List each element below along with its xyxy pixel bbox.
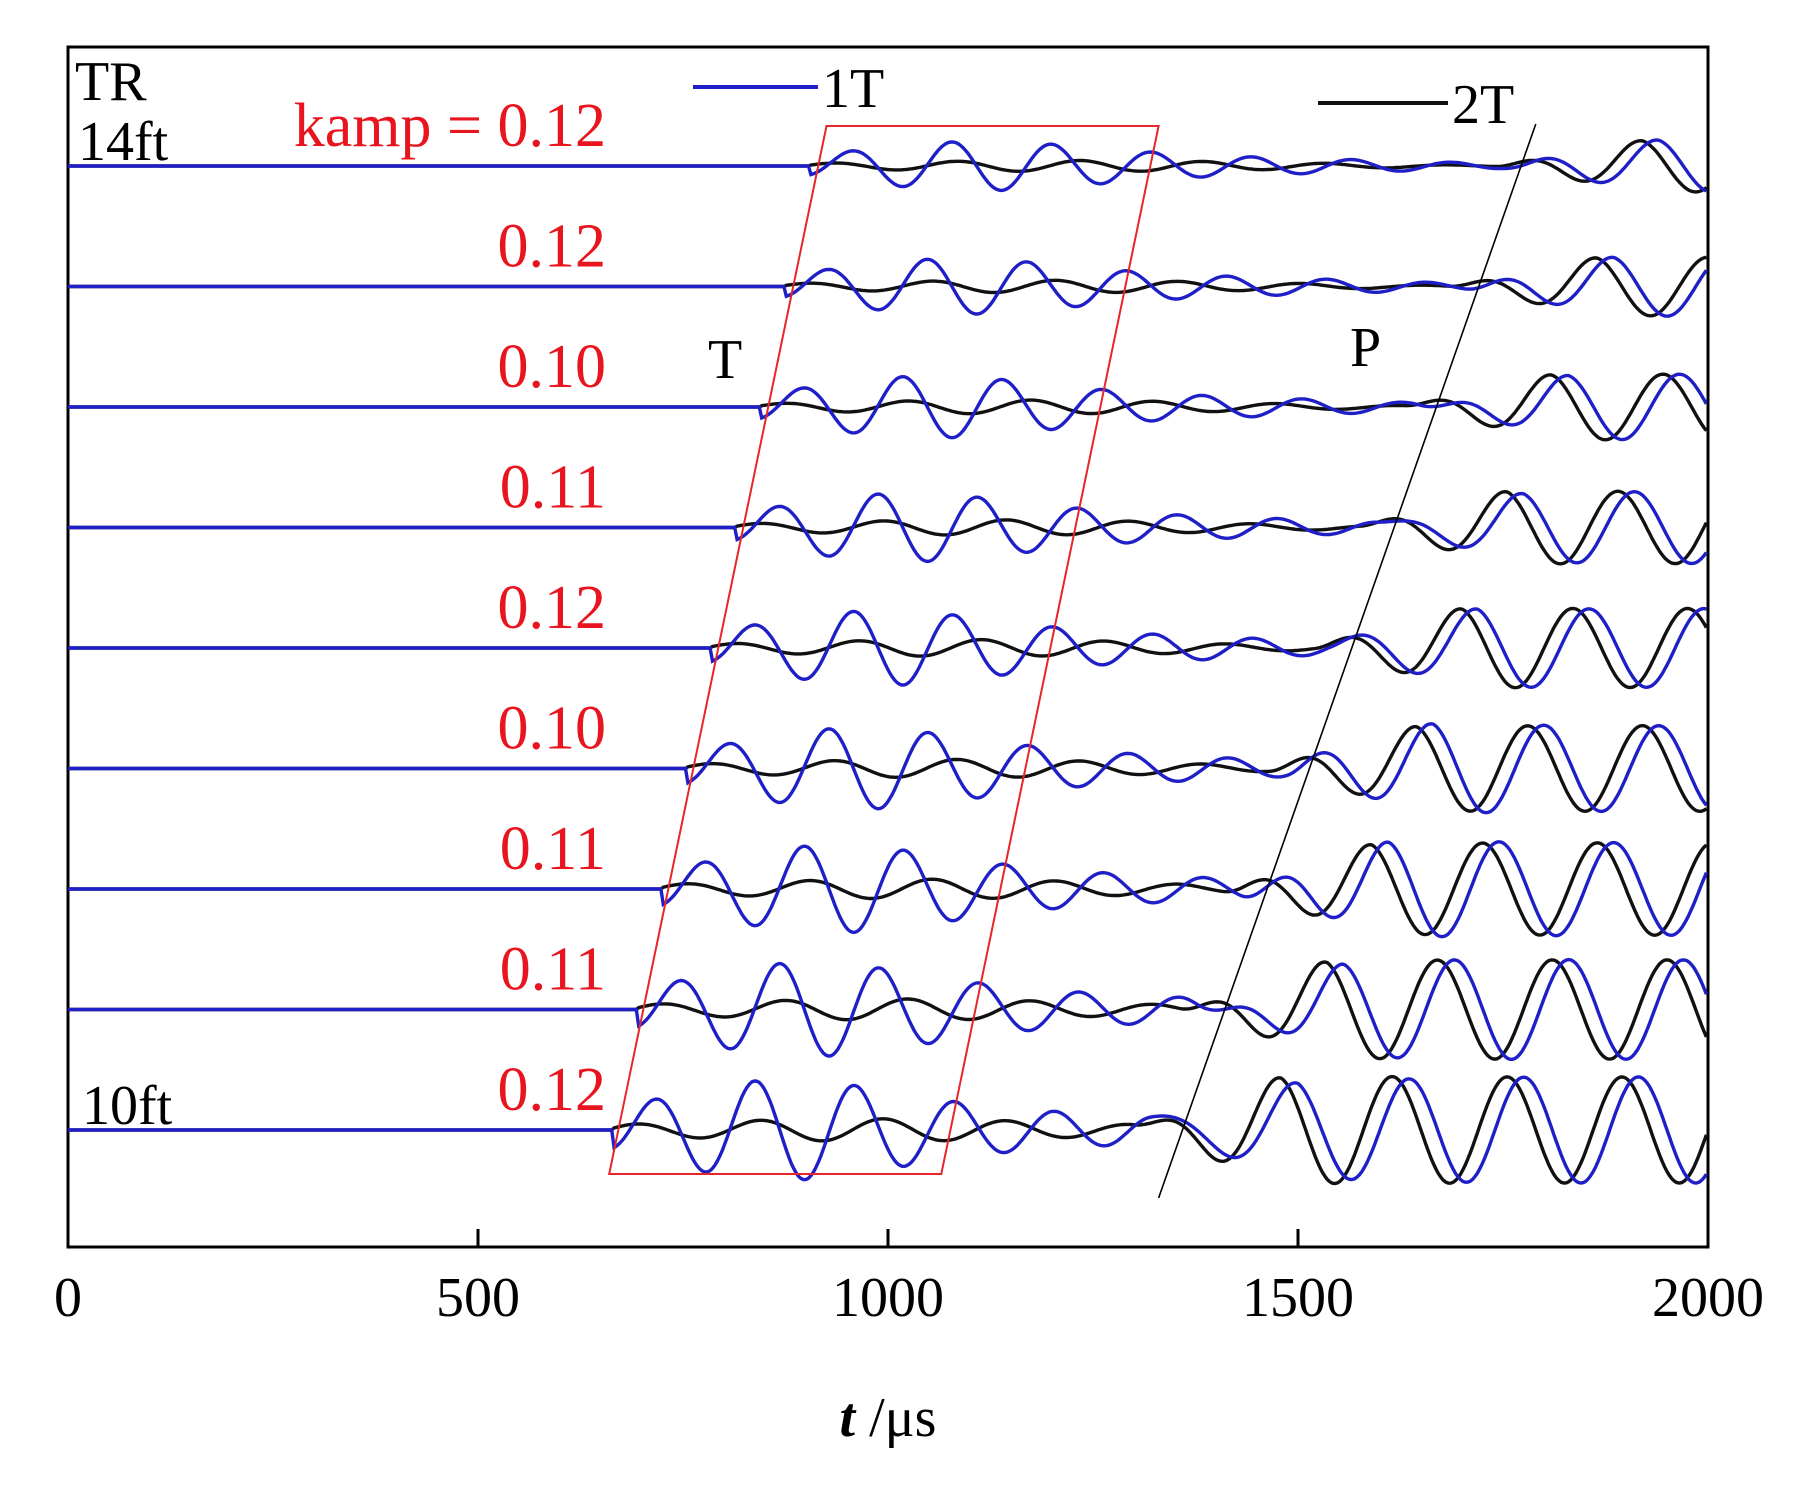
waveform-traces: [68, 138, 1709, 1186]
t-wave-label: T: [708, 329, 742, 391]
kamp-label-0: kamp = 0.12: [294, 92, 606, 160]
offset-bottom-label: 10ft: [82, 1075, 173, 1137]
x-axis-title: t/μs: [840, 1387, 937, 1449]
trace-1T-1: [68, 255, 1708, 318]
p-wave-moveout-line: [1157, 123, 1537, 1199]
kamp-label-2: 0.10: [498, 333, 607, 401]
x-tick-label-1000: 1000: [832, 1267, 944, 1329]
x-axis-title-unit: /μs: [869, 1387, 936, 1449]
legend-label-1T: 1T: [822, 58, 884, 120]
moveout-overlays: [607, 123, 1537, 1199]
x-axis-title-var: t: [840, 1387, 857, 1449]
x-tick-label-500: 500: [436, 1267, 520, 1329]
trace-1T-4: [68, 606, 1707, 690]
trace-1T-2: [68, 372, 1708, 442]
trace-1T-5: [68, 722, 1708, 815]
offset-top-label: 14ft: [78, 111, 169, 173]
x-tick-label-1500: 1500: [1242, 1267, 1354, 1329]
trace-1T-7: [68, 957, 1708, 1062]
kamp-label-7: 0.11: [500, 936, 606, 1004]
x-tick-label-0: 0: [54, 1267, 82, 1329]
trace-1T-8: [68, 1075, 1708, 1185]
trace-labels: kamp = 0.12 0.12 0.10 0.11 0.12 0.10 0.11 0.11 0…: [294, 92, 606, 1124]
t-wave-window: [607, 125, 1160, 1175]
trace-1T-0: [68, 138, 1708, 193]
trace-1T-3: [68, 489, 1708, 566]
tr-label: TR: [75, 51, 147, 113]
kamp-label-4: 0.12: [498, 574, 607, 642]
kamp-label-1: 0.12: [498, 213, 607, 281]
p-wave-label: P: [1350, 317, 1381, 379]
x-axis: 0 500 1000 1500 2000: [54, 1229, 1764, 1329]
kamp-label-6: 0.11: [500, 815, 606, 883]
legend-label-2T: 2T: [1452, 74, 1514, 136]
kamp-label-5: 0.10: [498, 695, 607, 763]
kamp-label-8: 0.12: [498, 1056, 607, 1124]
x-tick-label-2000: 2000: [1652, 1267, 1764, 1329]
trace-1T-6: [68, 840, 1708, 939]
kamp-label-3: 0.11: [500, 454, 606, 522]
